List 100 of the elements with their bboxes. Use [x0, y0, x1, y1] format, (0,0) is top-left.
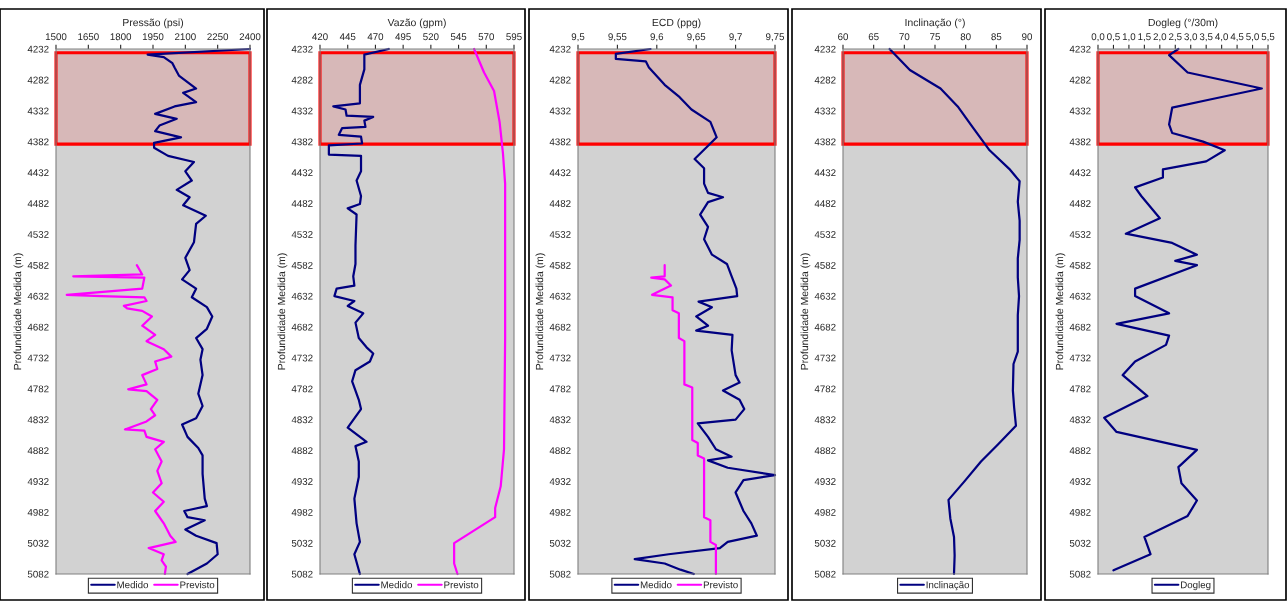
- y-tick-label: 4882: [549, 447, 571, 455]
- y-tick-label: 4432: [27, 169, 49, 177]
- y-tick-label: 4232: [1069, 45, 1091, 53]
- y-axis-title: Profundidade Medida (m): [535, 253, 546, 370]
- y-tick-label: 4982: [291, 508, 313, 516]
- y-tick-label: 4532: [291, 231, 313, 238]
- y-tick-label: 4832: [27, 416, 49, 424]
- x-tick-label: 470: [367, 33, 384, 41]
- y-tick-label: 4782: [1069, 385, 1091, 393]
- y-tick-label: 5032: [549, 539, 571, 547]
- y-tick-label: 4832: [549, 416, 571, 424]
- y-tick-label: 4682: [1069, 323, 1091, 331]
- y-tick-label: 4832: [1069, 416, 1091, 424]
- y-tick-label: 5082: [291, 570, 313, 578]
- x-tick-label: 80: [960, 33, 971, 41]
- x-tick-label: 2400: [239, 33, 261, 41]
- y-tick-label: 5082: [814, 570, 836, 578]
- y-tick-label: 5082: [27, 570, 49, 578]
- x-tick-label: 0,0: [1091, 33, 1105, 42]
- y-tick-label: 4932: [549, 478, 571, 485]
- y-tick-label: 4682: [27, 323, 49, 331]
- y-tick-label: 4932: [291, 478, 313, 485]
- y-tick-label: 4332: [1069, 107, 1091, 115]
- y-tick-label: 4782: [27, 385, 49, 393]
- y-tick-label: 5082: [1069, 570, 1091, 578]
- y-tick-label: 4382: [291, 138, 313, 146]
- y-tick-label: 4732: [549, 354, 571, 362]
- x-tick-label: 2250: [207, 33, 229, 41]
- y-tick-label: 4782: [291, 385, 313, 393]
- y-tick-label: 4682: [549, 323, 571, 331]
- y-tick-label: 4482: [1069, 200, 1091, 208]
- y-tick-label: 4882: [1069, 447, 1091, 455]
- y-tick-label: 4782: [814, 385, 836, 393]
- y-tick-label: 4432: [814, 169, 836, 177]
- legend-label: Previsto: [703, 581, 738, 589]
- x-tick-label: 75: [930, 33, 940, 41]
- y-axis-title: Profundidade Medida (m): [13, 253, 24, 370]
- x-tick-label: 495: [395, 33, 411, 41]
- y-tick-label: 4982: [27, 508, 49, 516]
- x-tick-label: 2100: [175, 33, 196, 41]
- legend-label: Medido: [381, 581, 413, 589]
- y-tick-label: 4982: [814, 508, 836, 516]
- y-tick-label: 4632: [814, 292, 836, 300]
- y-tick-label: 4682: [814, 323, 836, 331]
- y-tick-label: 4382: [549, 138, 571, 146]
- x-tick-label: 9,5: [571, 33, 585, 42]
- x-axis-title: ECD (ppg): [652, 18, 701, 29]
- y-tick-label: 4332: [291, 107, 313, 115]
- legend-label: Previsto: [444, 581, 479, 589]
- y-tick-label: 4932: [27, 478, 49, 485]
- y-tick-label: 4632: [291, 292, 313, 300]
- y-tick-label: 4382: [1069, 138, 1091, 146]
- y-tick-label: 4582: [27, 261, 49, 269]
- y-tick-label: 4382: [814, 138, 836, 146]
- y-tick-label: 4232: [814, 45, 836, 53]
- y-tick-label: 4482: [814, 200, 836, 208]
- x-tick-label: 0,5: [1107, 33, 1120, 42]
- y-tick-label: 5032: [814, 539, 836, 547]
- y-tick-label: 4282: [1069, 76, 1091, 84]
- x-axis-title: Dogleg (°/30m): [1148, 18, 1218, 29]
- legend-label: Dogleg: [1181, 581, 1211, 591]
- y-tick-label: 4882: [814, 447, 836, 455]
- x-tick-label: 595: [506, 33, 522, 41]
- y-axis-title: Profundidade Medida (m): [800, 253, 811, 370]
- y-axis-title: Profundidade Medida (m): [277, 253, 288, 370]
- y-tick-label: 4482: [291, 200, 313, 208]
- y-tick-label: 4832: [814, 416, 836, 424]
- x-tick-label: 9,7: [729, 33, 742, 42]
- x-axis-title: Pressão (psi): [123, 18, 184, 29]
- legend-label: Inclinação: [926, 581, 970, 591]
- y-tick-label: 4232: [27, 45, 49, 53]
- x-tick-label: 9,55: [608, 33, 627, 42]
- y-tick-label: 4782: [549, 385, 571, 393]
- x-tick-label: 420: [312, 33, 328, 41]
- x-tick-label: 3,5: [1199, 33, 1213, 42]
- y-tick-label: 4282: [549, 76, 571, 84]
- y-tick-label: 4532: [814, 231, 836, 238]
- x-tick-label: 2,0: [1153, 33, 1167, 42]
- x-tick-label: 1800: [110, 33, 132, 41]
- y-tick-label: 4282: [291, 76, 313, 84]
- y-tick-label: 4882: [291, 447, 313, 455]
- y-tick-label: 4232: [291, 45, 313, 53]
- legend-label: Medido: [117, 581, 149, 589]
- y-tick-label: 4582: [549, 261, 571, 269]
- y-tick-label: 5082: [549, 570, 571, 578]
- x-tick-label: 9,6: [650, 33, 664, 42]
- x-tick-label: 9,75: [766, 33, 785, 42]
- x-tick-label: 4,0: [1215, 33, 1229, 42]
- y-tick-label: 4982: [549, 508, 571, 516]
- y-tick-label: 4532: [1069, 231, 1091, 238]
- y-tick-label: 4582: [814, 261, 836, 269]
- x-tick-label: 65: [868, 33, 879, 41]
- y-tick-label: 4332: [814, 107, 836, 115]
- y-tick-label: 4682: [291, 323, 313, 331]
- y-tick-label: 4332: [549, 107, 571, 115]
- y-tick-label: 4582: [1069, 261, 1091, 269]
- y-tick-label: 4532: [549, 231, 571, 238]
- legend-label: Medido: [640, 581, 672, 589]
- x-tick-label: 9,65: [687, 33, 706, 42]
- y-tick-label: 4482: [27, 200, 49, 208]
